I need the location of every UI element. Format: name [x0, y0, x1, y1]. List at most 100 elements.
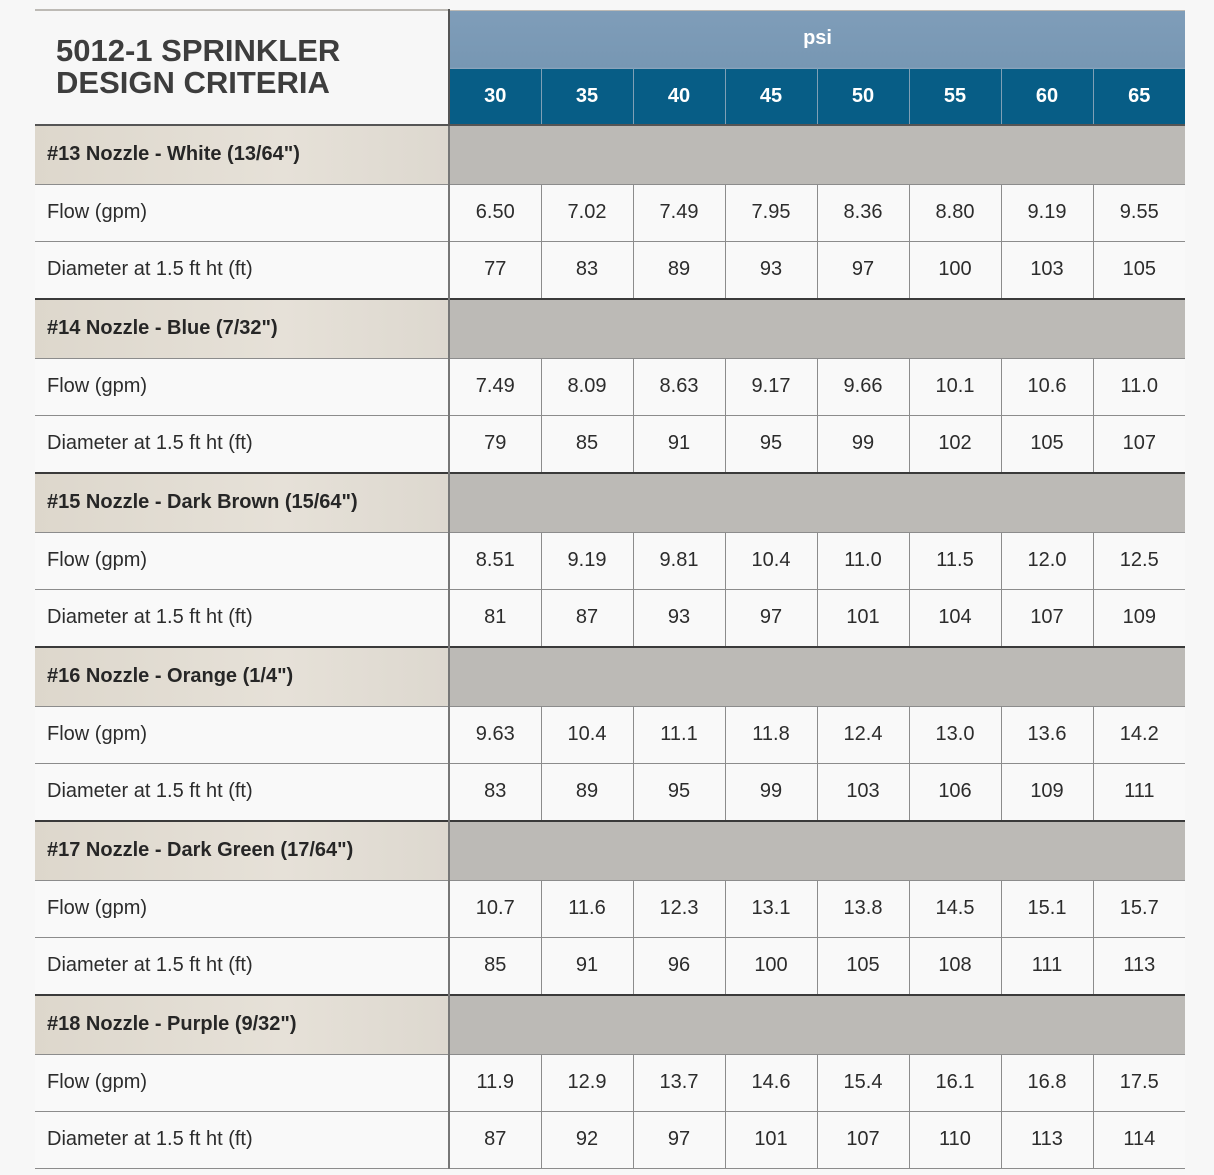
pressure-column-header: 30 — [449, 67, 542, 125]
flow-row-value: 7.49 — [449, 357, 542, 415]
flow-row-value: 10.7 — [449, 879, 542, 937]
diameter-row-value: 111 — [1093, 762, 1186, 821]
nozzle-group-label: #14 Nozzle - Blue (7/32") — [35, 297, 450, 358]
diameter-row: Diameter at 1.5 ft ht (ft) 81 87 93 97 101 104… — [35, 588, 1186, 647]
pressure-column-header: 45 — [725, 67, 818, 125]
diameter-row-value: 83 — [541, 240, 634, 299]
diameter-row-value: 113 — [1001, 1110, 1094, 1169]
nozzle-group-fill — [449, 993, 1186, 1054]
pressure-column-header: 35 — [541, 67, 634, 125]
flow-row-value: 7.02 — [541, 183, 634, 241]
nozzle-group-label: #16 Nozzle - Orange (1/4") — [35, 645, 450, 706]
diameter-row-value: 111 — [1001, 936, 1094, 995]
pressure-column-header: 60 — [1001, 67, 1094, 125]
flow-row-value: 9.63 — [449, 705, 542, 763]
psi-unit-header: psi — [449, 9, 1186, 68]
diameter-row-value: 103 — [1001, 240, 1094, 299]
flow-row-value: 8.51 — [449, 531, 542, 589]
diameter-row-value: 103 — [817, 762, 910, 821]
flow-row-value: 16.8 — [1001, 1053, 1094, 1111]
title-line-2: DESIGN CRITERIA — [56, 65, 330, 101]
diameter-row-value: 105 — [817, 936, 910, 995]
diameter-row-value: 97 — [633, 1110, 726, 1169]
flow-row-value: 7.95 — [725, 183, 818, 241]
table-header: 5012-1 SPRINKLER DESIGN CRITERIA psi 30 3… — [35, 9, 1186, 125]
pressure-column-header: 65 — [1093, 67, 1186, 125]
diameter-row: Diameter at 1.5 ft ht (ft) 85 91 96 100 105 10… — [35, 936, 1186, 995]
diameter-row-value: 109 — [1093, 588, 1186, 647]
flow-row-value: 17.5 — [1093, 1053, 1186, 1111]
flow-row-value: 13.8 — [817, 879, 910, 937]
flow-row-value: 11.5 — [909, 531, 1002, 589]
flow-row-value: 14.5 — [909, 879, 1002, 937]
pressure-column-header: 40 — [633, 67, 726, 125]
diameter-row-value: 107 — [1001, 588, 1094, 647]
diameter-row-value: 91 — [633, 414, 726, 473]
nozzle-group-row: #13 Nozzle - White (13/64") — [35, 123, 1186, 184]
diameter-row-value: 99 — [817, 414, 910, 473]
diameter-row-value: 102 — [909, 414, 1002, 473]
table-body: #13 Nozzle - White (13/64") Flow (gpm) 6.5… — [35, 123, 1186, 1169]
flow-row-label: Flow (gpm) — [35, 1053, 450, 1111]
nozzle-group-row: #18 Nozzle - Purple (9/32") — [35, 993, 1186, 1054]
pressure-header-row: 30 35 40 45 50 55 60 65 — [35, 67, 1186, 125]
flow-row-value: 9.55 — [1093, 183, 1186, 241]
nozzle-group-row: #14 Nozzle - Blue (7/32") — [35, 297, 1186, 358]
nozzle-group-fill — [449, 819, 1186, 880]
diameter-row-value: 92 — [541, 1110, 634, 1169]
flow-row-value: 9.81 — [633, 531, 726, 589]
diameter-row-value: 87 — [541, 588, 634, 647]
flow-row-value: 14.2 — [1093, 705, 1186, 763]
diameter-row-value: 85 — [541, 414, 634, 473]
diameter-row-value: 95 — [725, 414, 818, 473]
flow-row-value: 11.9 — [449, 1053, 542, 1111]
flow-row-value: 12.9 — [541, 1053, 634, 1111]
flow-row-value: 11.1 — [633, 705, 726, 763]
flow-row-value: 15.4 — [817, 1053, 910, 1111]
diameter-row-value: 100 — [909, 240, 1002, 299]
diameter-row-label: Diameter at 1.5 ft ht (ft) — [35, 588, 450, 647]
nozzle-group-fill — [449, 645, 1186, 706]
diameter-row-value: 114 — [1093, 1110, 1186, 1169]
flow-row: Flow (gpm) 7.49 8.09 8.63 9.17 9.66 10.1 10.6 11… — [35, 357, 1186, 415]
flow-row-value: 11.6 — [541, 879, 634, 937]
nozzle-group-fill — [449, 471, 1186, 532]
diameter-row-value: 83 — [449, 762, 542, 821]
flow-row-value: 10.4 — [725, 531, 818, 589]
flow-row: Flow (gpm) 11.9 12.9 13.7 14.6 15.4 16.1 16.8 17… — [35, 1053, 1186, 1111]
nozzle-group-row: #15 Nozzle - Dark Brown (15/64") — [35, 471, 1186, 532]
diameter-row: Diameter at 1.5 ft ht (ft) 87 92 97 101 107 11… — [35, 1110, 1186, 1169]
flow-row-value: 16.1 — [909, 1053, 1002, 1111]
flow-row-value: 11.8 — [725, 705, 818, 763]
diameter-row-value: 89 — [633, 240, 726, 299]
diameter-row-value: 87 — [449, 1110, 542, 1169]
table-title: 5012-1 SPRINKLER DESIGN CRITERIA — [35, 9, 450, 125]
flow-row-value: 12.0 — [1001, 531, 1094, 589]
flow-row-value: 8.80 — [909, 183, 1002, 241]
sprinkler-design-table-container: 5012-1 SPRINKLER DESIGN CRITERIA psi 30 3… — [35, 9, 1186, 1169]
flow-row-value: 15.7 — [1093, 879, 1186, 937]
nozzle-group-row: #16 Nozzle - Orange (1/4") — [35, 645, 1186, 706]
nozzle-group-row: #17 Nozzle - Dark Green (17/64") — [35, 819, 1186, 880]
diameter-row-value: 101 — [817, 588, 910, 647]
diameter-row-label: Diameter at 1.5 ft ht (ft) — [35, 1110, 450, 1169]
flow-row-value: 12.4 — [817, 705, 910, 763]
diameter-row-value: 93 — [725, 240, 818, 299]
flow-row: Flow (gpm) 8.51 9.19 9.81 10.4 11.0 11.5 12.0 12… — [35, 531, 1186, 589]
diameter-row-value: 97 — [817, 240, 910, 299]
flow-row: Flow (gpm) 9.63 10.4 11.1 11.8 12.4 13.0 13.6 14… — [35, 705, 1186, 763]
diameter-row: Diameter at 1.5 ft ht (ft) 77 83 89 93 97 100 1… — [35, 240, 1186, 299]
diameter-row-value: 79 — [449, 414, 542, 473]
flow-row-label: Flow (gpm) — [35, 879, 450, 937]
diameter-row-value: 105 — [1093, 240, 1186, 299]
flow-row: Flow (gpm) 6.50 7.02 7.49 7.95 8.36 8.80 9.19 9.… — [35, 183, 1186, 241]
diameter-row-value: 109 — [1001, 762, 1094, 821]
diameter-row-value: 95 — [633, 762, 726, 821]
flow-row-label: Flow (gpm) — [35, 357, 450, 415]
flow-row-value: 6.50 — [449, 183, 542, 241]
diameter-row-value: 108 — [909, 936, 1002, 995]
flow-row-label: Flow (gpm) — [35, 531, 450, 589]
flow-row-value: 9.17 — [725, 357, 818, 415]
flow-row-value: 9.19 — [1001, 183, 1094, 241]
diameter-row-value: 113 — [1093, 936, 1186, 995]
